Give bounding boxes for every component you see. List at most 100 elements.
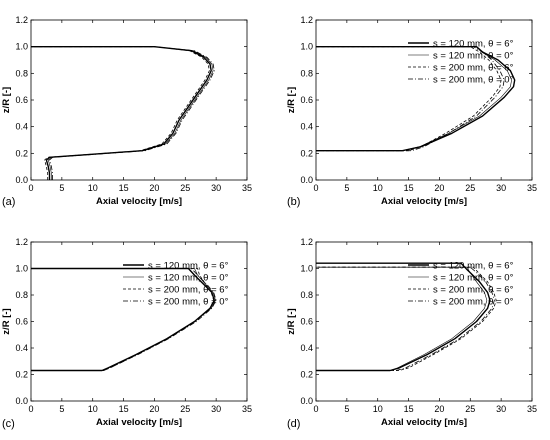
legend-entry: s = 120 mm, θ = 0° <box>148 273 229 284</box>
series-line-2 <box>31 46 214 180</box>
y-tick-label: 1.2 <box>15 237 28 247</box>
chart-panel-4: 0 5 10 15 20 25 30 35 0.0 0.2 0.4 0.6 0.8 1.0 1.2 Axial… <box>286 237 537 430</box>
y-tick-label: 1.0 <box>15 42 28 52</box>
y-tick-label: 0.2 <box>300 370 313 380</box>
series-line-3 <box>316 266 497 371</box>
legend-entry: s = 200 mm, θ = 0° <box>433 297 514 308</box>
series-line-3 <box>31 46 210 180</box>
legend-entry: s = 200 mm, θ = 6° <box>433 63 514 74</box>
legend-entry: s = 200 mm, θ = 0° <box>148 297 229 308</box>
x-tick-label: 0 <box>28 183 33 193</box>
x-tick-label: 35 <box>527 183 537 193</box>
x-tick-label: 30 <box>211 183 221 193</box>
x-axis-label: Axial velocity [m/s] <box>96 196 182 207</box>
x-tick-label: 15 <box>404 183 414 193</box>
legend: s = 120 mm, θ = 6°s = 120 mm, θ = 0°s = … <box>123 261 229 308</box>
x-axis-label: Axial velocity [m/s] <box>96 417 182 428</box>
x-axis-label: Axial velocity [m/s] <box>381 417 467 428</box>
y-tick-label: 1.0 <box>300 264 313 274</box>
x-tick-label: 20 <box>149 404 159 414</box>
x-tick-label: 10 <box>88 183 98 193</box>
y-tick-label: 0.4 <box>15 343 28 353</box>
x-tick-label: 25 <box>180 404 190 414</box>
x-tick-label: 30 <box>496 404 506 414</box>
x-tick-label: 5 <box>59 183 64 193</box>
panel-label: (d) <box>287 418 300 430</box>
series-line-4 <box>31 268 217 371</box>
x-tick-label: 0 <box>28 404 33 414</box>
x-tick-label: 10 <box>88 404 98 414</box>
series-line-2 <box>316 266 488 371</box>
series-line-4 <box>31 46 215 180</box>
x-tick-label: 25 <box>180 183 190 193</box>
legend-entry: s = 120 mm, θ = 0° <box>433 273 514 284</box>
y-tick-label: 0.2 <box>15 370 28 380</box>
x-tick-label: 25 <box>465 183 475 193</box>
x-tick-label: 5 <box>344 183 349 193</box>
x-axis-label: Axial velocity [m/s] <box>381 196 467 207</box>
series-line-4 <box>316 266 495 371</box>
y-tick-label: 0.8 <box>15 68 28 78</box>
y-tick-label: 0.6 <box>300 317 313 327</box>
x-tick-label: 10 <box>373 183 383 193</box>
panel-label: (b) <box>287 196 300 208</box>
legend: s = 120 mm, θ = 6°s = 120 mm, θ = 0°s = … <box>408 39 514 86</box>
y-axis-label: z/R [-] <box>1 87 12 113</box>
legend-entry: s = 120 mm, θ = 6° <box>433 261 514 272</box>
x-tick-label: 15 <box>119 183 129 193</box>
series-line-1 <box>316 262 491 372</box>
legend-entry: s = 200 mm, θ = 6° <box>433 285 514 296</box>
y-tick-label: 0.2 <box>15 148 28 158</box>
series-line-1 <box>31 46 212 180</box>
y-tick-label: 0.2 <box>300 148 313 158</box>
x-tick-label: 10 <box>373 404 383 414</box>
y-tick-label: 0.8 <box>300 68 313 78</box>
legend-entry: s = 120 mm, θ = 6° <box>148 261 229 272</box>
x-tick-label: 30 <box>496 183 506 193</box>
chart-panel-2: 0 5 10 15 20 25 30 35 0.0 0.2 0.4 0.6 0.8 1.0 1.2 Axial… <box>286 15 537 208</box>
x-tick-label: 0 <box>313 183 318 193</box>
y-tick-label: 0.8 <box>300 290 313 300</box>
series-line-3 <box>316 46 502 152</box>
y-tick-label: 0.6 <box>15 317 28 327</box>
y-tick-label: 1.0 <box>300 42 313 52</box>
y-tick-label: 0.4 <box>300 343 313 353</box>
x-tick-label: 20 <box>434 183 444 193</box>
y-tick-label: 1.2 <box>15 15 28 25</box>
panel-label: (a) <box>2 196 15 208</box>
y-tick-label: 1.2 <box>300 15 313 25</box>
y-tick-label: 0.0 <box>300 175 313 185</box>
x-tick-label: 35 <box>242 404 252 414</box>
legend-entry: s = 120 mm, θ = 6° <box>433 39 514 50</box>
x-tick-label: 0 <box>313 404 318 414</box>
y-tick-label: 0.0 <box>15 175 28 185</box>
x-tick-label: 20 <box>434 404 444 414</box>
series-line-3 <box>31 268 215 371</box>
y-tick-label: 1.2 <box>300 237 313 247</box>
x-tick-label: 35 <box>527 404 537 414</box>
legend: s = 120 mm, θ = 6°s = 120 mm, θ = 0°s = … <box>408 261 514 308</box>
y-tick-label: 1.0 <box>15 264 28 274</box>
y-tick-label: 0.4 <box>15 122 28 132</box>
panel-label: (c) <box>2 418 15 430</box>
y-tick-label: 0.8 <box>15 290 28 300</box>
series-line-2 <box>316 46 512 151</box>
x-tick-label: 25 <box>465 404 475 414</box>
chart-panel-1: 0 5 10 15 20 25 30 35 0.0 0.2 0.4 0.6 0.8 1.0 1.2 Axial… <box>1 15 252 208</box>
y-tick-label: 0.0 <box>300 396 313 406</box>
x-tick-label: 30 <box>211 404 221 414</box>
x-tick-label: 20 <box>149 183 159 193</box>
y-axis-label: z/R [-] <box>1 308 12 334</box>
y-tick-label: 0.0 <box>15 396 28 406</box>
x-tick-label: 5 <box>344 404 349 414</box>
x-tick-label: 5 <box>59 404 64 414</box>
chart-panel-3: 0 5 10 15 20 25 30 35 0.0 0.2 0.4 0.6 0.8 1.0 1.2 Axial… <box>1 237 252 430</box>
x-tick-label: 35 <box>242 183 252 193</box>
y-tick-label: 0.6 <box>15 95 28 105</box>
y-axis-label: z/R [-] <box>286 308 297 334</box>
legend-entry: s = 200 mm, θ = 0° <box>433 75 514 86</box>
legend-entry: s = 200 mm, θ = 6° <box>148 285 229 296</box>
y-tick-label: 0.6 <box>300 95 313 105</box>
y-tick-label: 0.4 <box>300 122 313 132</box>
